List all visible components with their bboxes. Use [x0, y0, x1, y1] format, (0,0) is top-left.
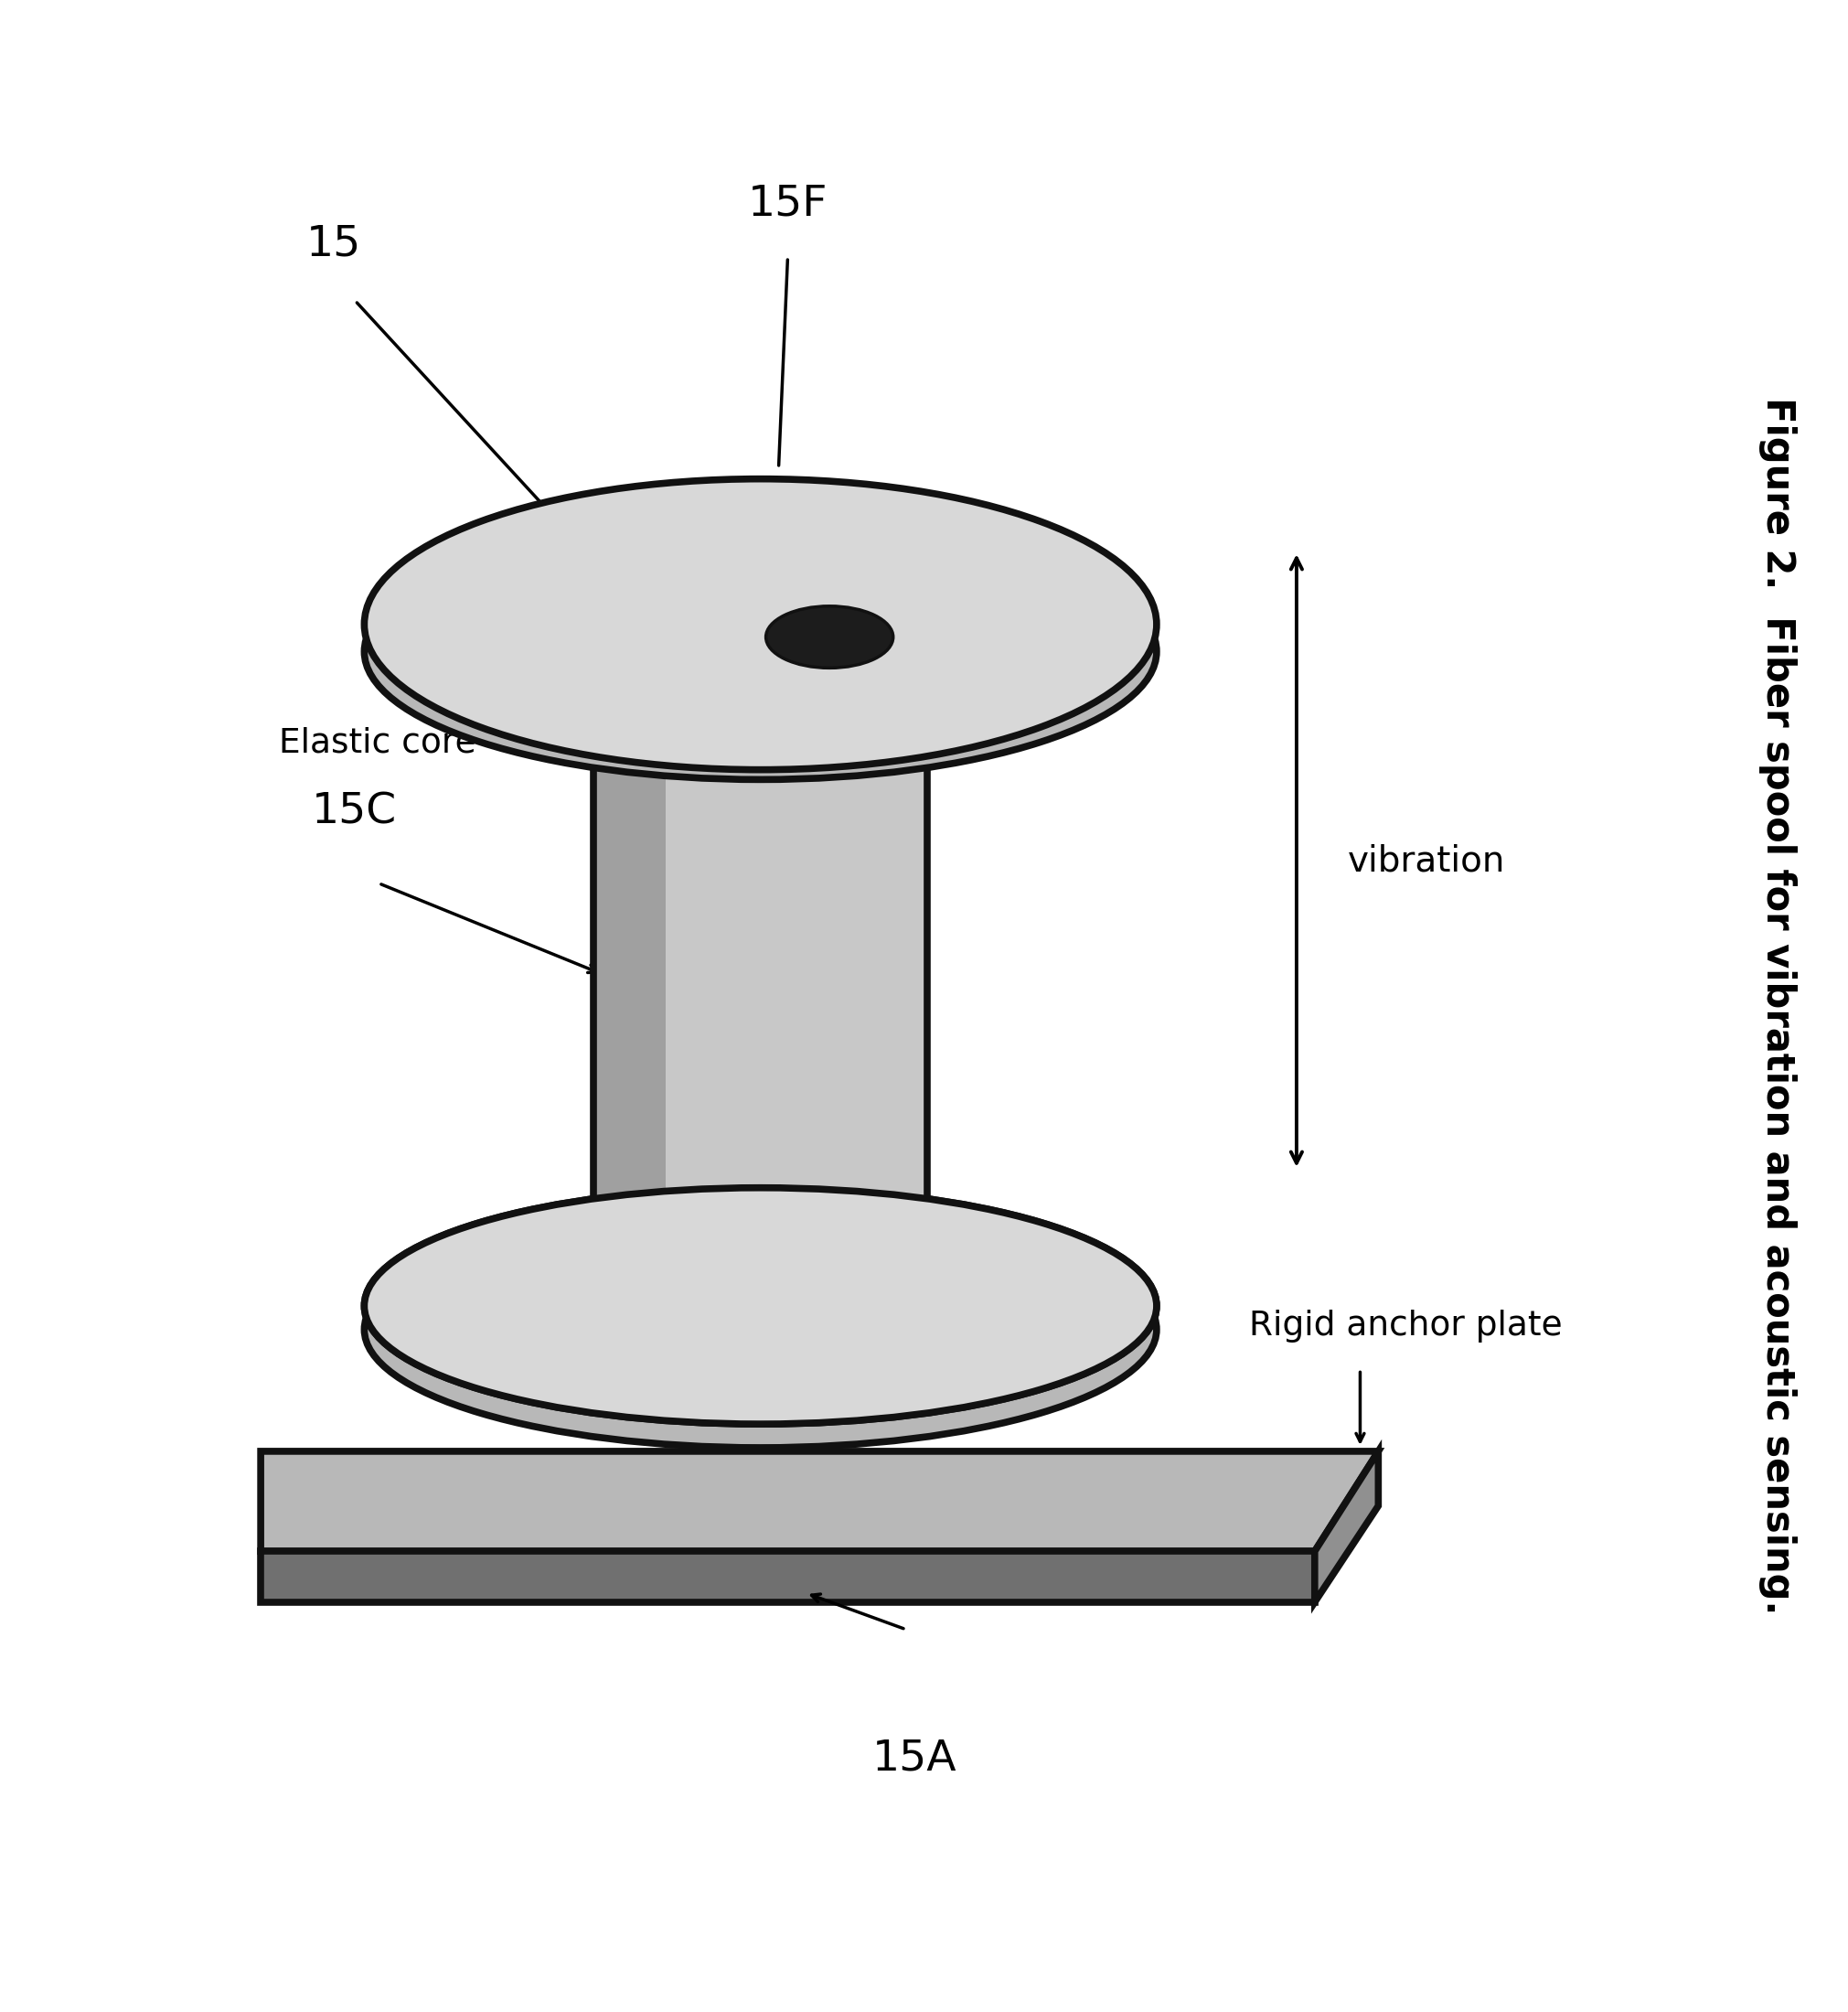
- Ellipse shape: [364, 1187, 1157, 1424]
- Polygon shape: [593, 624, 665, 1306]
- Ellipse shape: [364, 1187, 1157, 1424]
- Polygon shape: [1314, 1451, 1379, 1602]
- Polygon shape: [593, 624, 928, 1306]
- Ellipse shape: [364, 479, 1157, 771]
- Text: vibration: vibration: [1347, 843, 1504, 877]
- Text: 15A: 15A: [872, 1738, 957, 1781]
- Polygon shape: [261, 1451, 1379, 1551]
- Ellipse shape: [765, 606, 893, 668]
- Text: Figure 2.  Fiber spool for vibration and acoustic sensing.: Figure 2. Fiber spool for vibration and …: [1759, 396, 1796, 1616]
- Ellipse shape: [364, 1211, 1157, 1449]
- Ellipse shape: [364, 523, 1157, 779]
- Text: 15: 15: [307, 223, 360, 264]
- Text: Elastic core: Elastic core: [279, 726, 477, 761]
- Text: 15F: 15F: [748, 183, 828, 225]
- Text: 15C: 15C: [312, 791, 397, 833]
- Text: Rigid anchor plate: Rigid anchor plate: [1249, 1310, 1562, 1342]
- Polygon shape: [261, 1551, 1314, 1602]
